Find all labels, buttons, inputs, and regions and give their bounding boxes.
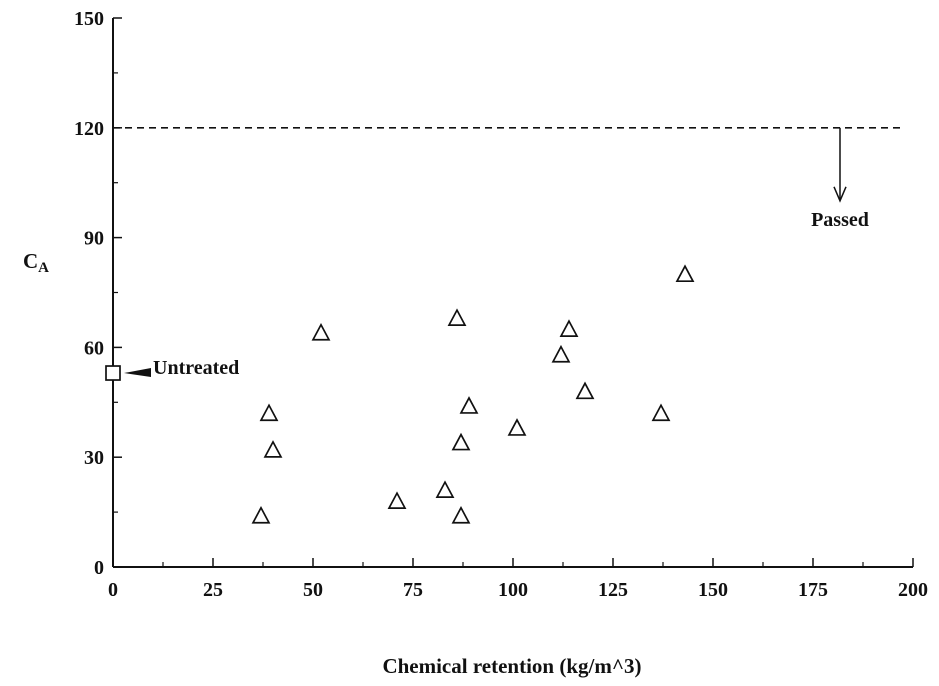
y-tick-label: 0: [94, 557, 104, 579]
triangle-point: [387, 491, 407, 509]
axes: [112, 18, 913, 568]
y-tick-label: 30: [84, 447, 104, 469]
x-tick-label: 25: [203, 579, 223, 601]
triangle-point: [259, 403, 279, 422]
triangle-point: [651, 403, 671, 422]
x-tick-label: 100: [498, 579, 528, 601]
y-axis-title: CA: [23, 249, 49, 276]
y-tick-label: 120: [74, 118, 104, 140]
y-tick-label: 150: [74, 8, 104, 30]
x-tick-label: 75: [403, 579, 423, 601]
passed-label: Passed: [811, 209, 869, 231]
data-points: [105, 264, 695, 524]
axis-titles: Chemical retention (kg/m^3) CA: [23, 249, 642, 678]
triangle-point: [451, 432, 471, 451]
triangle-point: [311, 322, 331, 341]
triangle-point: [551, 344, 571, 363]
triangle-point: [251, 505, 271, 524]
y-axis-title-main: C: [23, 249, 38, 273]
triangle-point: [451, 505, 471, 524]
passed-arrow-head: [833, 186, 847, 203]
untreated-label: Untreated: [153, 357, 239, 379]
x-tick-label: 150: [698, 579, 728, 601]
y-axis-title-sub: A: [38, 260, 49, 276]
untreated-square-point: [105, 365, 121, 381]
ticks: 0 25 50 75 100 125 150 175 200 0 30 60 90 120 150: [74, 8, 928, 601]
x-tick-label: 175: [798, 579, 828, 601]
untreated-pointer: [124, 368, 151, 378]
triangle-point: [459, 396, 479, 414]
x-tick-label: 50: [303, 579, 323, 601]
y-tick-label: 60: [84, 337, 104, 359]
x-axis-title: Chemical retention (kg/m^3): [382, 654, 641, 678]
annotations: Untreated Passed: [153, 209, 869, 379]
reference-line-group: [113, 127, 905, 203]
x-tick-label: 0: [108, 579, 118, 601]
triangle-point: [263, 440, 283, 458]
triangle-point: [507, 418, 527, 436]
triangle-point: [435, 480, 455, 498]
triangle-point: [675, 264, 695, 283]
triangle-point: [559, 319, 579, 337]
y-tick-label: 90: [84, 228, 104, 250]
x-tick-label: 200: [898, 579, 928, 601]
triangle-point: [575, 381, 595, 400]
triangle-point: [447, 308, 467, 326]
x-tick-label: 125: [598, 579, 628, 601]
